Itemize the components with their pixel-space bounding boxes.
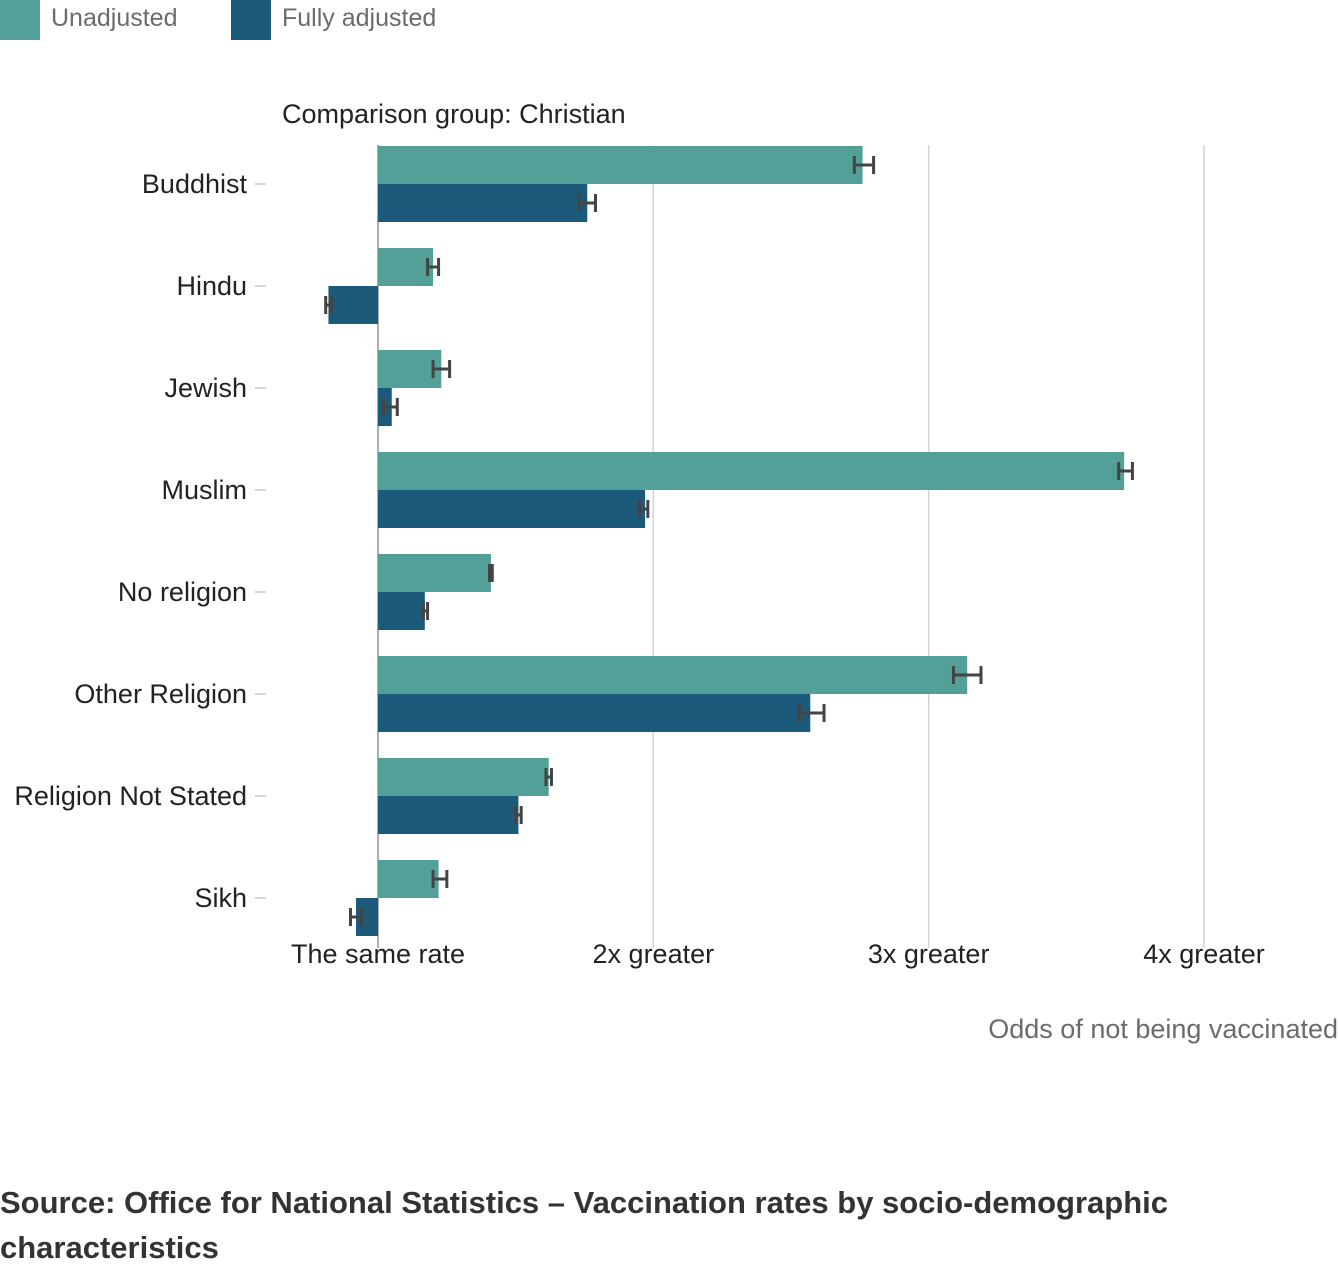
legend-swatch-2	[231, 0, 271, 40]
bar-jewish-unadjusted	[378, 350, 442, 388]
bar-religion-not-stated-unadjusted	[378, 758, 549, 796]
bar-sikh-unadjusted	[378, 860, 439, 898]
legend-label-2: Fully adjusted	[282, 4, 436, 32]
x-tick-label: 3x greater	[868, 939, 990, 969]
bar-other-religion-unadjusted	[378, 656, 968, 694]
bar-no-religion-adjusted	[378, 592, 425, 630]
bar-other-religion-adjusted	[378, 694, 811, 732]
bar-sikh-adjusted	[355, 898, 378, 936]
y-tick-label: Buddhist	[142, 169, 248, 199]
bar-hindu-unadjusted	[378, 248, 434, 286]
bar-buddhist-unadjusted	[378, 146, 863, 184]
x-tick-label: 4x greater	[1143, 939, 1265, 969]
x-axis-title: Odds of not being vaccinated	[988, 1014, 1338, 1044]
bars	[324, 146, 1134, 936]
y-tick-label: Muslim	[162, 475, 248, 505]
bar-no-religion-unadjusted	[378, 554, 491, 592]
y-tick-label: Other Religion	[74, 679, 247, 709]
y-tick-label: Jewish	[164, 373, 247, 403]
bar-hindu-adjusted	[328, 286, 378, 324]
source-caption: Source: Office for National Statistics –…	[0, 1185, 1168, 1265]
bar-buddhist-adjusted	[378, 184, 588, 222]
y-axis: Buddhist Hindu Jewish Muslim No religion Othe…	[14, 169, 266, 913]
legend: Unadjusted Fully adjusted	[0, 0, 436, 40]
bar-chart: Unadjusted Fully adjusted Comparison grou…	[0, 0, 1338, 1044]
legend-label-1: Unadjusted	[51, 4, 177, 32]
y-tick-label: Sikh	[194, 883, 247, 913]
chart-subtitle: Comparison group: Christian	[282, 99, 626, 129]
y-tick-label: Religion Not Stated	[14, 781, 247, 811]
bar-religion-not-stated-adjusted	[378, 796, 519, 834]
bar-muslim-adjusted	[378, 490, 646, 528]
legend-swatch-1	[0, 0, 40, 40]
x-tick-label: The same rate	[291, 939, 465, 969]
y-tick-label: Hindu	[176, 271, 247, 301]
y-tick-label: No religion	[118, 577, 247, 607]
x-tick-label: 2x greater	[593, 939, 715, 969]
bar-muslim-unadjusted	[378, 452, 1125, 490]
x-axis: The same rate 2x greater 3x greater 4x grea…	[291, 939, 1265, 969]
